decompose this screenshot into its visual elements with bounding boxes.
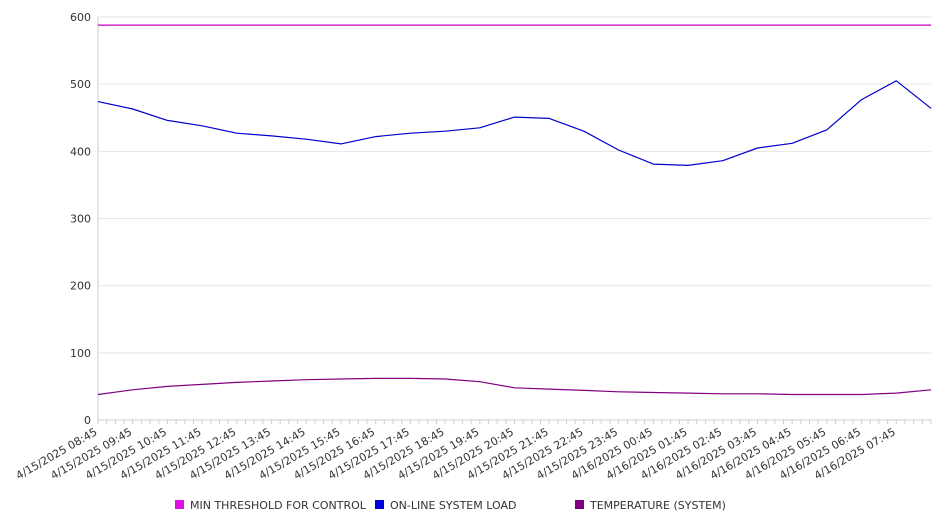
legend: MIN THRESHOLD FOR CONTROL ON-LINE SYSTEM … <box>175 499 726 512</box>
y-tick-label: 0 <box>84 414 91 427</box>
series-line-3 <box>97 377 932 396</box>
y-tick-label: 100 <box>70 347 91 360</box>
y-tick-label: 500 <box>70 78 91 91</box>
y-tick-labels: 0 100 200 300 400 500 600 <box>70 11 91 427</box>
series-lines <box>97 24 932 396</box>
series-line-2 <box>97 80 932 166</box>
legend-label: ON-LINE SYSTEM LOAD <box>390 499 516 512</box>
y-tick-label: 400 <box>70 145 91 158</box>
legend-swatch <box>575 500 584 509</box>
x-tick-labels: 4/15/2025 08:454/15/2025 09:454/15/2025 … <box>14 425 898 482</box>
y-tick-label: 300 <box>70 213 91 226</box>
legend-label: TEMPERATURE (SYSTEM) <box>589 499 726 512</box>
legend-label: MIN THRESHOLD FOR CONTROL <box>190 499 367 512</box>
y-tick-label: 200 <box>70 280 91 293</box>
grid-lines <box>98 16 931 354</box>
legend-swatch <box>175 500 184 509</box>
legend-swatch <box>375 500 384 509</box>
axes <box>97 17 932 424</box>
y-tick-label: 600 <box>70 11 91 24</box>
